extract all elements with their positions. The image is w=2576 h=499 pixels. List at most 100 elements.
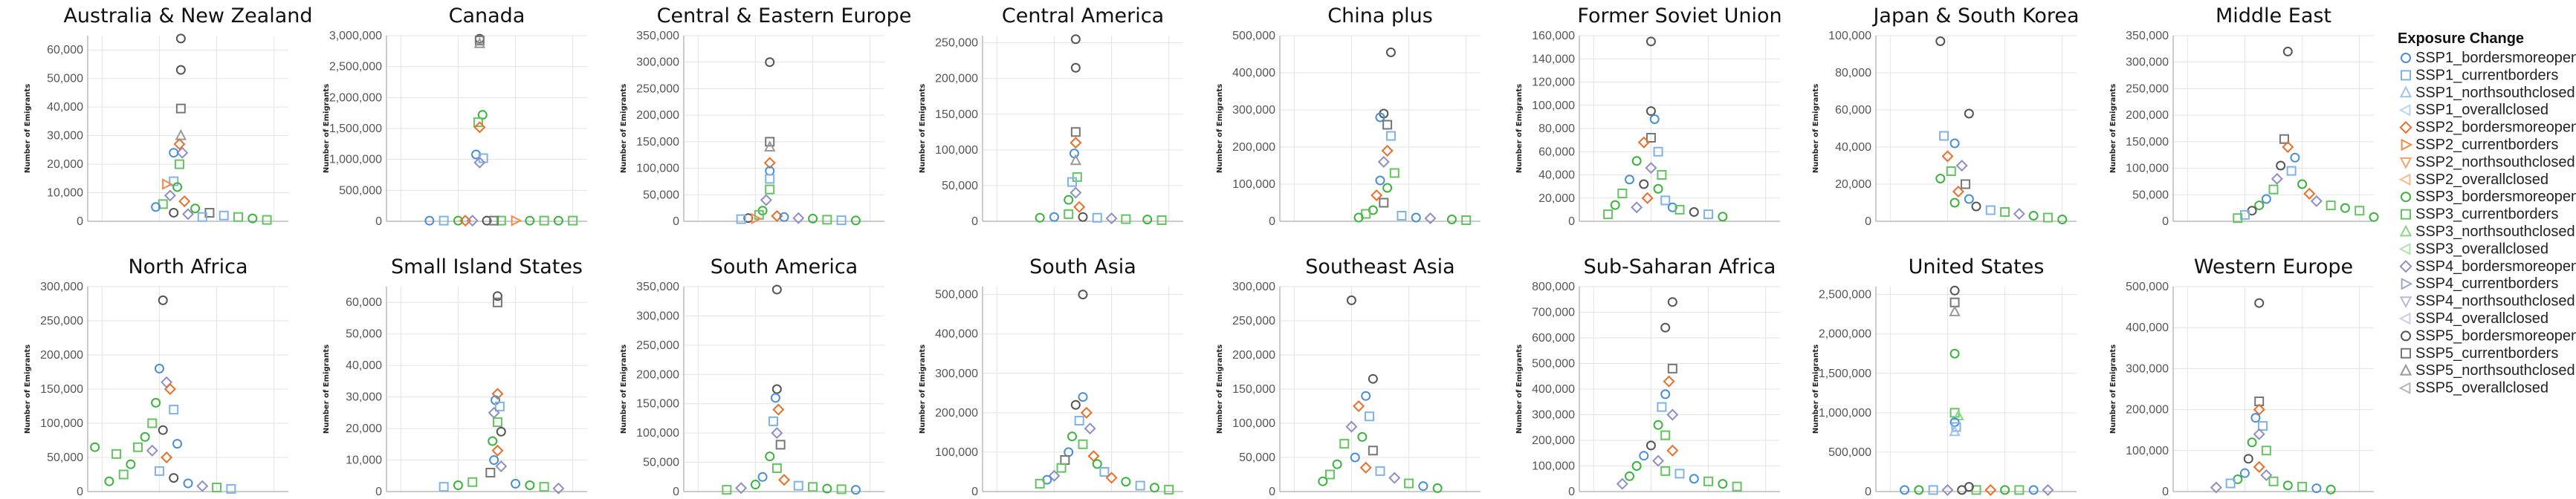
y-tick-label: 0 [1568,215,1575,228]
y-tick-label: 2,000,000 [329,91,382,104]
data-point [2042,483,2054,496]
y-tick-label: 200,000 [2126,404,2169,417]
data-point [491,388,504,400]
data-point [1121,477,1131,487]
y-tick-label: 400,000 [1532,383,1575,396]
y-tick-label: 10,000 [47,187,83,200]
legend-item: SSP2_northsouthclosed [2399,154,2575,170]
data-point [1649,114,1660,124]
data-point [1078,439,1088,449]
data-point [1949,138,1960,149]
y-tick-label: 300,000 [2126,362,2169,375]
y-tick-label: 1,500,000 [1819,368,1871,380]
data-points [438,291,565,495]
legend-label: SSP3_overallclosed [2415,241,2549,257]
data-point [2268,184,2279,195]
data-point [775,440,786,450]
data-point [1370,189,1383,202]
y-tick-label: 100,000 [935,446,978,459]
data-point [1946,166,1956,176]
data-point [772,403,785,416]
y-tick-label: 300,000 [1232,104,1275,117]
data-point [1379,198,1389,208]
data-point [2233,213,2243,224]
data-point [1935,174,1946,183]
data-point [768,416,779,426]
y-tick-label: 800,000 [1532,281,1575,293]
data-point [2286,166,2297,176]
y-tick-label: 150,000 [2126,136,2169,149]
data-point [196,480,209,492]
y-tick-label: 100,000 [1532,100,1575,112]
data-point [164,189,176,202]
data-point [1689,207,1699,217]
y-axis-label: Number of Emigrants [1216,345,1224,434]
data-point [1164,484,1174,495]
y-tick-label: 0 [77,486,83,498]
data-point [1631,201,1643,214]
data-point [1653,183,1663,194]
data-point [1375,175,1385,186]
legend-label: SSP4_northsouthclosed [2415,293,2575,310]
data-point [1666,444,1679,457]
legend-label: SSP4_currentborders [2415,275,2558,292]
data-point [151,202,161,212]
data-point [1035,478,1045,489]
y-tick-label: 250,000 [636,82,679,95]
data-point [1964,194,1974,204]
data-point [1078,212,1088,222]
data-point [736,214,746,224]
panel-south-america: South America 0 50,000 100,000 150,000 200,00… [620,255,884,499]
y-axis-label: Number of Emigrants [1515,84,1524,173]
y-tick-label: 100,000 [636,163,679,175]
y-tick-label: 200,000 [40,349,83,362]
data-point [1631,156,1642,166]
legend-label: SSP2_northsouthclosed [2415,154,2575,170]
y-tick-label: 50,000 [346,328,382,341]
data-point [161,451,173,464]
data-point [770,393,780,403]
y-tick-label: 100,000 [636,427,679,440]
panel-title: United States [1909,255,2045,278]
data-point [765,137,775,147]
panel-sub-saharan-africa: Sub-Saharan Africa 0 100,000 200,000 300,000… [1515,255,1780,499]
panel-southeast-asia: Southeast Asia 0 50,000 100,000 150,000 200,0… [1216,255,1480,499]
y-tick-label: 0 [673,486,679,498]
y-tick-label: 150,000 [40,383,83,396]
data-point [1718,479,1728,489]
y-tick-label: 250,000 [935,37,978,50]
y-tick-label: 100,000 [1532,460,1575,473]
data-points [2210,298,2336,495]
data-point [1625,471,1634,481]
y-tick-label: 0 [77,215,83,228]
data-point [1666,408,1679,421]
data-point [1652,454,1665,467]
data-point [1067,177,1078,187]
data-point [1377,155,1390,169]
data-point [1935,36,1946,46]
legend-marker [2401,70,2411,81]
panel-title: Southeast Asia [1305,255,1454,278]
data-point [765,451,775,462]
data-point [1949,297,1960,307]
y-tick-label: 30,000 [47,130,83,143]
data-point [1099,466,1110,477]
data-point [1674,204,1685,215]
data-point [1667,297,1677,307]
y-tick-label: 80,000 [1835,67,1871,79]
y-tick-label: 200,000 [935,407,978,420]
data-point [2282,140,2294,154]
panel-canada: Canada 0 500,000 1,000,000 1,500,000 2,000,00… [323,4,587,228]
data-point [1432,483,1443,493]
y-tick-label: 20,000 [47,158,83,171]
data-point [2057,215,2068,224]
data-point [126,459,136,469]
data-point [1381,144,1394,157]
legend-label: SSP5_bordersmoreopen [2415,327,2576,344]
y-tick-label: 300,000 [636,310,679,322]
data-point [2028,211,2039,221]
y-axis-label: Number of Emigrants [620,345,628,434]
data-point [1067,431,1078,442]
legend-marker [2399,260,2412,273]
data-point [2042,212,2053,223]
